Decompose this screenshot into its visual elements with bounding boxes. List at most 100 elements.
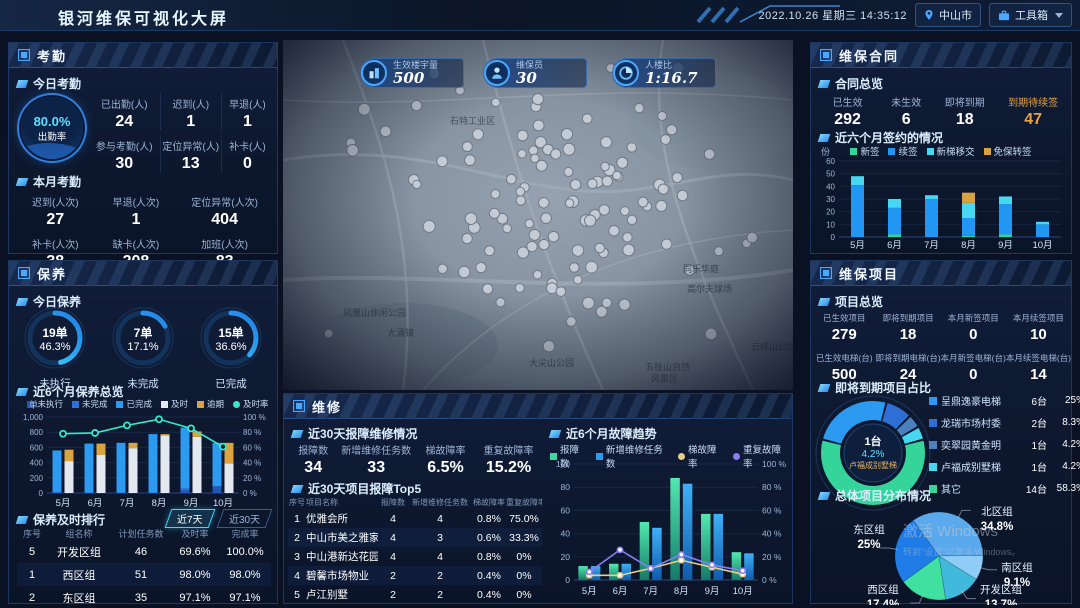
legend-item[interactable]: 逾期 [197, 398, 224, 410]
contract-stats: 已生效 292 未生效 6 即将到期 18 到期待续签 47 [815, 91, 1069, 129]
legend-label: 及时 [171, 399, 189, 409]
legend-label: 未执行 [37, 399, 63, 409]
stat-item: 到期待续签 47 [997, 91, 1069, 129]
legend-item[interactable]: 报障数 [550, 442, 587, 470]
map-place-label: 石特工业区 [450, 115, 495, 126]
stat-item: 梯故障率 6.5% [414, 439, 477, 477]
map-stat-value: 1:16.7 [645, 69, 698, 87]
city-selector[interactable]: 中山市 [915, 3, 981, 27]
legend-marker[interactable] [929, 396, 937, 405]
svg-text:7月: 7月 [924, 240, 939, 251]
upkeep-ring: 15单 36.6% 已完成 [191, 305, 271, 391]
stat-item: 新增维修任务数 33 [338, 439, 414, 477]
svg-text:20: 20 [826, 208, 835, 217]
contract-panel: 维保合同 合同总览 已生效 292 未生效 6 即将到期 18 到期待续签 47 近六个月签约… [810, 42, 1072, 254]
expiring-donut-chart [815, 395, 931, 511]
legend-item[interactable]: 免保转签 [983, 144, 1032, 158]
svg-text:北区组: 北区组 [981, 505, 1013, 518]
column-header: 重复故障率 [506, 498, 542, 507]
legend-marker [197, 400, 205, 408]
svg-text:东区组: 东区组 [853, 523, 885, 536]
table-cell: 1 [28, 568, 36, 581]
table-row: 2 中山市美之雅家... 4 3 0.6% 33.3% [288, 528, 542, 547]
stat-value: 404 [211, 211, 238, 228]
table-cell: 0% [516, 569, 532, 582]
table-cell: 100.0% [226, 545, 264, 558]
table-cell: 98.0% [229, 568, 261, 581]
tab-近30天[interactable]: 近30天 [216, 509, 273, 528]
column-header: 序号 [22, 529, 41, 539]
table-cell: 46 [134, 545, 148, 558]
column-header: 项目名称 [306, 498, 338, 507]
column-header: 序号 [289, 498, 305, 507]
legend-item[interactable]: 未执行 [27, 398, 63, 410]
table-cell: 0.8% [477, 512, 501, 525]
legend-marker[interactable] [929, 484, 937, 493]
legend-item[interactable]: 新梯移交 [926, 144, 975, 158]
section-icon [15, 79, 29, 88]
table-cell: 2 [390, 569, 396, 582]
tab-近7天[interactable]: 近7天 [164, 509, 216, 528]
toolbox-button[interactable]: 工具箱 [989, 3, 1072, 27]
section-header: 近六个月签约的情况 [817, 129, 943, 146]
legend-marker [161, 400, 168, 408]
stat-label: 迟到(人次) [31, 198, 79, 209]
legend-name: 呈鼎逸豪电梯 [941, 397, 1001, 408]
stat-label: 加班(人次) [201, 240, 248, 251]
legend-item[interactable]: 已完成 [116, 398, 152, 410]
svg-text:60: 60 [561, 505, 571, 515]
legend-marker[interactable] [929, 440, 937, 449]
stat-label: 新增维修任务数 [341, 446, 412, 457]
legend-item[interactable]: 新签 [850, 144, 879, 158]
svg-text:34.8%: 34.8% [981, 521, 1014, 533]
section-icon [817, 133, 831, 142]
svg-text:8月: 8月 [152, 498, 167, 509]
svg-text:10月: 10月 [1032, 240, 1052, 251]
person-icon [484, 60, 510, 86]
legend-marker [850, 147, 858, 155]
stat-label: 报障数 [298, 446, 329, 457]
stat-item: 未生效 6 [880, 91, 932, 129]
attendance-panel: 考勤 今日考勤 80.0% 出勤率 已出勤(人) 24 迟到(人) 1 早退(人) 1 参与… [8, 42, 278, 270]
ring-pct: 46.3% [39, 340, 71, 353]
legend-marker[interactable] [929, 462, 937, 471]
table-cell: 开发区组 [57, 546, 101, 559]
city-map[interactable]: 石特工业区 同乐华庭 高尔夫球场 凤凰山休闲公园 大涌镇 大尖山公园 五桂山自然 风景区 云梯山… [282, 39, 798, 391]
legend-item[interactable]: 未完成 [71, 398, 107, 410]
table-cell: 4 [390, 512, 396, 525]
ring-label: 已完成 [215, 378, 247, 390]
svg-text:25%: 25% [857, 539, 880, 551]
legend-item[interactable]: 及时 [161, 398, 188, 410]
svg-text:40 %: 40 % [243, 459, 261, 468]
stat-label: 早退(人) [229, 100, 266, 111]
panel-icon [820, 267, 832, 279]
legend-item[interactable]: 续签 [888, 144, 918, 158]
svg-text:10月: 10月 [213, 498, 233, 509]
legend-item[interactable]: 重复故障率 [732, 442, 788, 470]
legend-item[interactable]: 及时率 [233, 398, 269, 410]
legend-marker[interactable] [929, 418, 937, 427]
svg-text:9月: 9月 [184, 498, 199, 509]
svg-text:6月: 6月 [88, 498, 103, 509]
column-header: 及时率 [181, 529, 209, 539]
table-cell: 中山市美之雅家... [306, 532, 378, 544]
stat-label: 定位异常(人) [162, 142, 220, 153]
panel-title: 保养 [37, 266, 68, 282]
section-header: 今日保养 [15, 293, 81, 310]
legend-item[interactable]: 新增维修任务数 [595, 442, 669, 470]
section-title: 本月考勤 [33, 175, 82, 189]
ring-wrap: 15单 36.6% [198, 305, 264, 371]
stat-value: 30 [115, 155, 134, 172]
svg-text:10: 10 [826, 220, 835, 229]
stat-label: 重复故障率 [483, 446, 534, 457]
panel-title: 维保合同 [839, 48, 900, 64]
table-row: 5 卢江别墅 2 2 0.4% 0% [288, 585, 542, 604]
upkeep-ring: 19单 46.3% 未执行 [15, 305, 95, 391]
legend-label: 报障数 [560, 445, 580, 470]
legend-item[interactable]: 梯故障率 [678, 442, 724, 470]
ring-text: 15单 36.6% [198, 305, 264, 371]
stat-label: 补卡(人) [229, 142, 266, 153]
stat-item: 定位异常(人次) 404 [176, 191, 273, 229]
svg-text:8月: 8月 [674, 586, 689, 597]
stat-value: 292 [834, 111, 861, 128]
